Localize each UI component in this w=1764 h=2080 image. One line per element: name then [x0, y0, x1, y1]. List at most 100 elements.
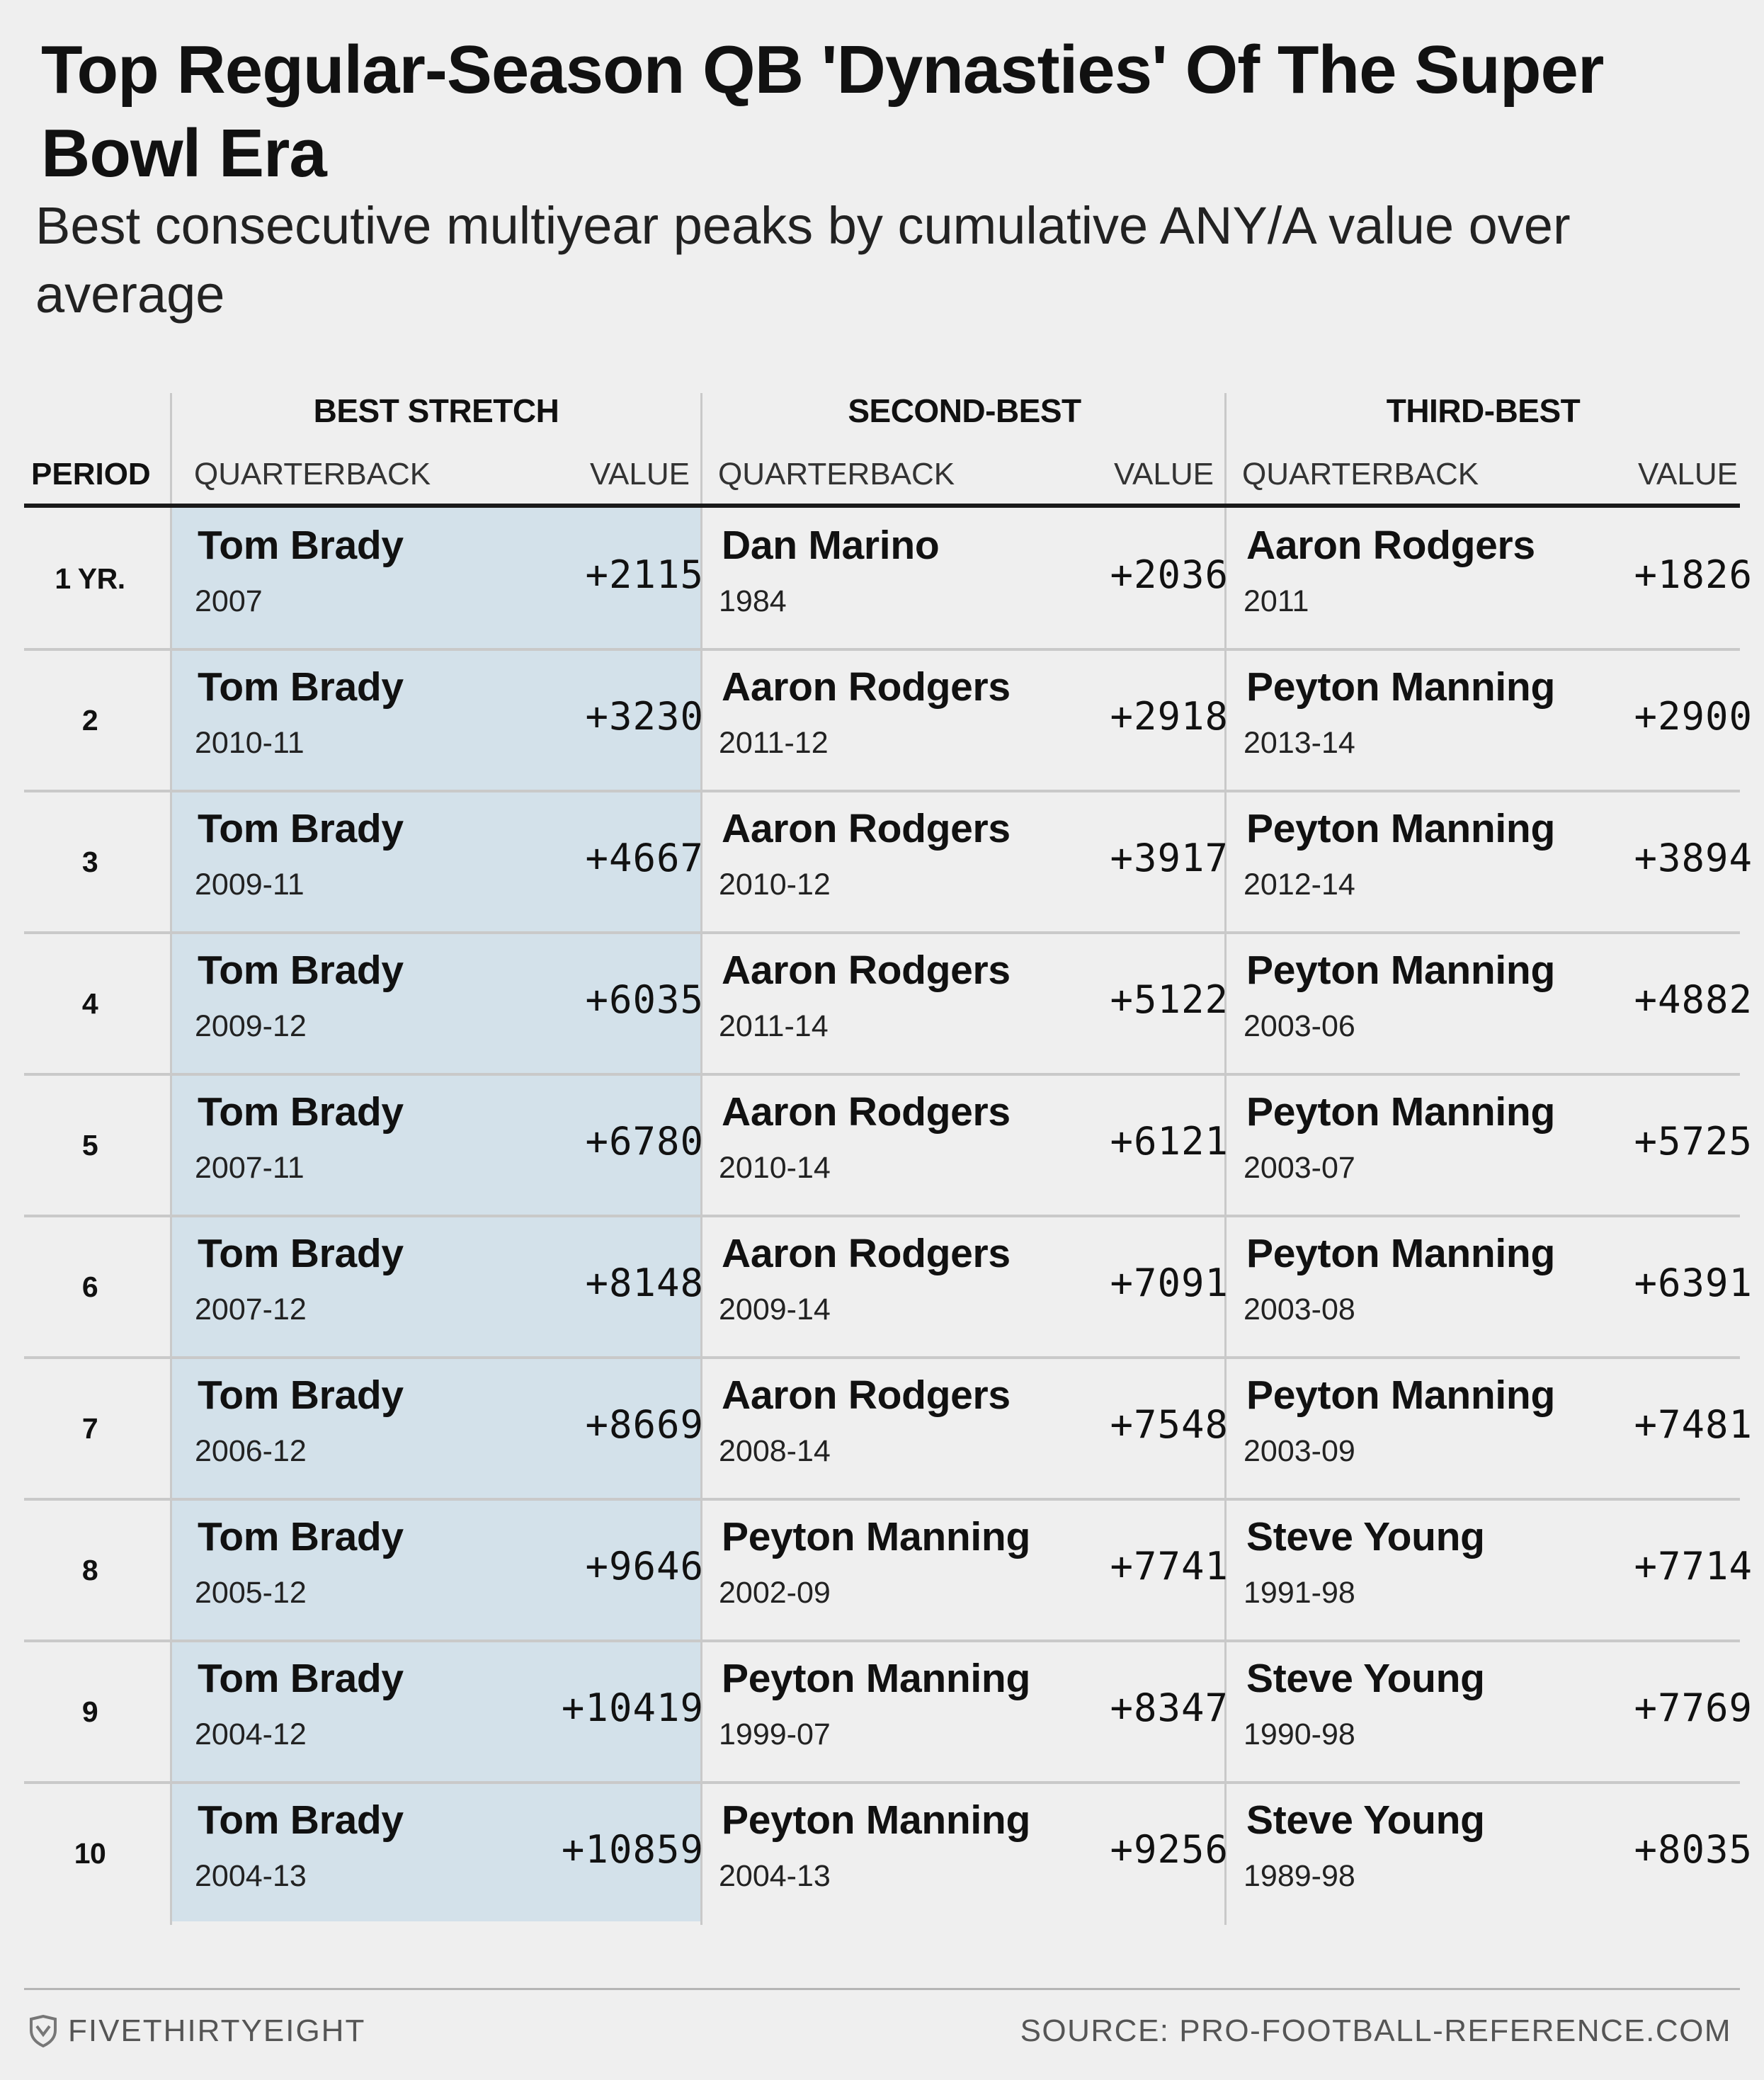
third-quarterback-name: Steve Young	[1246, 1797, 1485, 1843]
period-label: 1 YR.	[55, 562, 125, 595]
best-quarterback-name: Tom Brady	[198, 1797, 404, 1843]
table-row: 8 Tom Brady 2005-12 +9646 Peyton Manning 2002…	[24, 1499, 1752, 1642]
period-label: 10	[74, 1837, 106, 1870]
third-quarterback-name: Peyton Manning	[1246, 948, 1555, 993]
second-quarterback-years: 2002-09	[719, 1576, 831, 1610]
best-value: +6780	[585, 1119, 704, 1164]
best-quarterback-name: Tom Brady	[198, 1231, 404, 1276]
table-row: 2 Tom Brady 2010-11 +3230 Aaron Rodgers 2011-…	[24, 649, 1752, 792]
column-header-quarterback: QUARTERBACK	[1242, 457, 1479, 491]
third-value: +3894	[1634, 836, 1753, 880]
period-label: 4	[81, 987, 98, 1020]
row-divider	[24, 931, 1740, 934]
third-quarterback-years: 2003-08	[1244, 1292, 1355, 1326]
chart-title: Top Regular-Season QB 'Dynasties' Of The…	[41, 32, 1604, 191]
third-quarterback-name: Peyton Manning	[1246, 1231, 1555, 1276]
column-divider	[1224, 393, 1227, 1925]
third-quarterback-name: Steve Young	[1246, 1656, 1485, 1701]
table-row: 6 Tom Brady 2007-12 +8148 Aaron Rodgers 2009-…	[24, 1216, 1752, 1359]
best-quarterback-years: 2010-11	[195, 726, 305, 760]
second-value: +2918	[1110, 694, 1229, 739]
table-row: 9 Tom Brady 2004-12 +10419 Peyton Manning 199…	[24, 1641, 1752, 1784]
best-quarterback-years: 2004-12	[195, 1717, 307, 1751]
row-divider	[24, 1356, 1740, 1359]
row-divider	[24, 1781, 1740, 1784]
third-quarterback-years: 2012-14	[1244, 868, 1355, 902]
second-quarterback-name: Aaron Rodgers	[722, 1231, 1011, 1276]
second-quarterback-name: Aaron Rodgers	[722, 806, 1011, 851]
third-quarterback-years: 1989-98	[1244, 1859, 1355, 1893]
third-value: +7769	[1634, 1686, 1753, 1730]
third-value: +5725	[1634, 1119, 1753, 1164]
row-divider	[24, 1639, 1740, 1642]
best-quarterback-name: Tom Brady	[198, 1656, 404, 1701]
third-quarterback-name: Peyton Manning	[1246, 1089, 1555, 1135]
second-quarterback-name: Dan Marino	[722, 523, 940, 568]
best-quarterback-name: Tom Brady	[198, 948, 404, 993]
header-rule	[24, 504, 1740, 508]
row-divider	[24, 790, 1740, 792]
second-quarterback-name: Peyton Manning	[722, 1797, 1030, 1843]
period-label: 9	[81, 1695, 98, 1728]
second-value: +7548	[1110, 1402, 1229, 1447]
best-value: +8669	[585, 1402, 704, 1447]
third-value: +2900	[1634, 694, 1753, 739]
third-quarterback-years: 2013-14	[1244, 726, 1355, 760]
source-note: SOURCE: PRO-FOOTBALL-REFERENCE.COM	[1020, 2013, 1731, 2048]
second-quarterback-years: 1984	[719, 584, 787, 618]
third-quarterback-years: 1991-98	[1244, 1576, 1355, 1610]
column-header-quarterback: QUARTERBACK	[718, 457, 955, 491]
footer-rule	[24, 1988, 1740, 1990]
second-quarterback-name: Peyton Manning	[722, 1656, 1030, 1701]
third-quarterback-years: 1990-98	[1244, 1717, 1355, 1751]
second-quarterback-name: Aaron Rodgers	[722, 664, 1011, 710]
period-label: 5	[81, 1129, 98, 1161]
best-quarterback-name: Tom Brady	[198, 1373, 404, 1418]
best-quarterback-years: 2006-12	[195, 1434, 307, 1468]
best-value: +10419	[561, 1686, 704, 1730]
third-value: +6391	[1634, 1261, 1753, 1305]
table-row: 10 Tom Brady 2004-13 +10859 Peyton Manning 20…	[24, 1783, 1752, 1924]
best-quarterback-name: Tom Brady	[198, 1089, 404, 1135]
best-quarterback-years: 2007-11	[195, 1151, 305, 1185]
period-label: 6	[81, 1271, 98, 1303]
second-quarterback-name: Aaron Rodgers	[722, 1373, 1011, 1418]
table-row: 1 YR. Tom Brady 2007 +2115 Dan Marino 1984 +20…	[24, 508, 1752, 651]
brand-name: FIVETHIRTYEIGHT	[68, 2013, 366, 2048]
column-header-value: VALUE	[1637, 457, 1738, 491]
row-divider	[24, 1073, 1740, 1076]
column-header-value: VALUE	[589, 457, 690, 491]
second-value: +8347	[1110, 1686, 1229, 1730]
table-row: 5 Tom Brady 2007-11 +6780 Aaron Rodgers 2010-…	[24, 1074, 1752, 1217]
third-quarterback-name: Steve Young	[1246, 1514, 1485, 1559]
row-divider	[24, 648, 1740, 651]
third-quarterback-years: 2011	[1244, 584, 1309, 618]
second-value: +5122	[1110, 977, 1229, 1022]
best-value: +2115	[585, 552, 704, 597]
row-divider	[24, 1498, 1740, 1501]
second-quarterback-years: 2004-13	[719, 1859, 831, 1893]
third-quarterback-years: 2003-06	[1244, 1009, 1355, 1043]
third-value: +1826	[1634, 552, 1753, 597]
best-quarterback-years: 2004-13	[195, 1859, 307, 1893]
best-quarterback-years: 2009-11	[195, 868, 305, 902]
second-value: +9256	[1110, 1827, 1229, 1872]
best-quarterback-years: 2005-12	[195, 1576, 307, 1610]
third-quarterback-name: Aaron Rodgers	[1246, 523, 1535, 568]
footer-brand: FIVETHIRTYEIGHT	[28, 2011, 365, 2051]
period-label: 2	[81, 704, 98, 737]
second-quarterback-years: 1999-07	[719, 1717, 831, 1751]
table-row: 7 Tom Brady 2006-12 +8669 Aaron Rodgers 2008-…	[24, 1358, 1752, 1501]
second-quarterback-name: Aaron Rodgers	[722, 1089, 1011, 1135]
third-value: +8035	[1634, 1827, 1753, 1872]
period-label: 8	[81, 1554, 98, 1586]
third-quarterback-name: Peyton Manning	[1246, 1373, 1555, 1418]
third-value: +7714	[1634, 1544, 1753, 1589]
best-quarterback-name: Tom Brady	[198, 523, 404, 568]
period-label: 7	[81, 1412, 98, 1445]
second-value: +2036	[1110, 552, 1229, 597]
third-quarterback-years: 2003-09	[1244, 1434, 1355, 1468]
column-header-quarterback: QUARTERBACK	[194, 457, 431, 491]
group-header-third-best: THIRD-BEST	[1386, 392, 1581, 429]
third-quarterback-name: Peyton Manning	[1246, 806, 1555, 851]
